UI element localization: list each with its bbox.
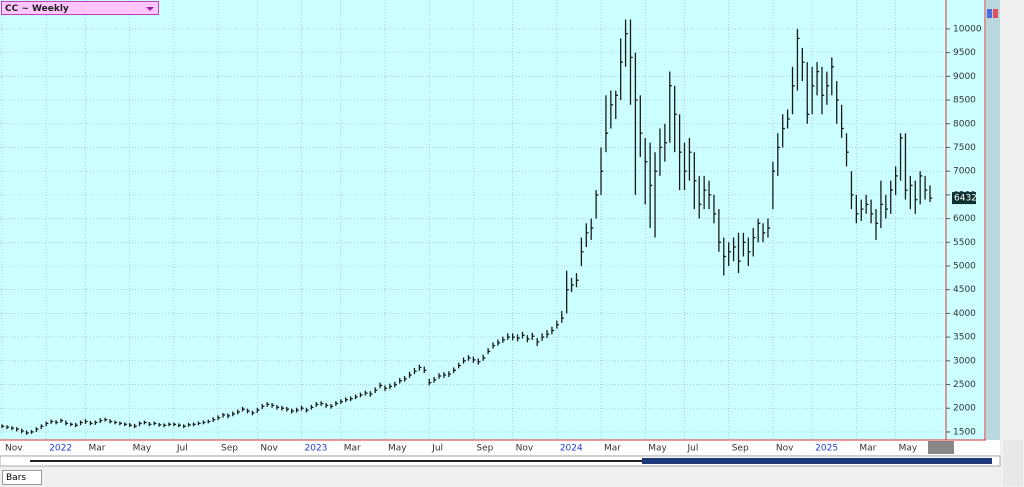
x-tick-label: Nov: [5, 444, 23, 454]
y-tick-label: 3500: [953, 333, 976, 343]
x-tick-label: Sep: [221, 444, 238, 454]
y-tick-label: 4000: [953, 309, 976, 319]
x-tick-label: 2023: [305, 444, 328, 454]
y-tick-label: 7000: [953, 167, 976, 177]
x-tick-label: Jul: [686, 444, 698, 454]
y-tick-label: 2000: [953, 404, 976, 414]
y-tick-label: 8000: [953, 119, 976, 129]
y-tick-label: 5500: [953, 238, 976, 248]
y-tick-label: 9500: [953, 48, 976, 58]
y-tick-label: 6000: [953, 214, 976, 224]
x-tick-label: Mar: [604, 444, 621, 454]
x-tick-label: May: [899, 444, 918, 454]
y-tick-label: 7500: [953, 143, 976, 153]
x-tick-label: Jul: [431, 444, 443, 454]
corner: [1003, 440, 1023, 486]
last-price-label: 6432: [954, 194, 977, 204]
bars-selector[interactable]: Bars: [2, 470, 42, 485]
y-tick-label: 4500: [953, 285, 976, 295]
y-tick-label: 1500: [953, 427, 976, 437]
x-tick-label: Mar: [88, 444, 105, 454]
x-tick-label: 2024: [560, 444, 583, 454]
x-tick-label: May: [648, 444, 667, 454]
y-tick-label: 2500: [953, 380, 976, 390]
x-tick-label: Sep: [476, 444, 493, 454]
x-tick-label: 2022: [49, 444, 72, 454]
x-tick-label: Nov: [776, 444, 794, 454]
y-tick-label: 5000: [953, 261, 976, 271]
side-strip: [986, 0, 1000, 440]
x-tick-label: Nov: [260, 444, 278, 454]
x-axis-band: [0, 440, 1000, 455]
y-tick-label: 10000: [953, 24, 982, 34]
x-tick-label: Mar: [859, 444, 876, 454]
y-tick-label: 3000: [953, 356, 976, 366]
x-tick-label: May: [388, 444, 407, 454]
x-tick-label: 2025: [815, 444, 838, 454]
x-tick-label: May: [133, 444, 152, 454]
sell-icon[interactable]: [993, 9, 998, 18]
x-tick-label: Mar: [344, 444, 361, 454]
x-tick-label: Sep: [732, 444, 749, 454]
last-price-box: [952, 192, 976, 205]
y-tick-label: 8500: [953, 96, 976, 106]
y-tick-label: 9000: [953, 72, 976, 82]
grid: [0, 0, 946, 440]
x-tick-label: Jul: [176, 444, 188, 454]
chart-title[interactable]: CC ~ Weekly: [1, 1, 159, 15]
scroll-thumb[interactable]: [642, 458, 992, 464]
plot-background: [0, 0, 986, 440]
date-marker: [928, 441, 954, 454]
x-tick-label: Nov: [516, 444, 534, 454]
buy-icon[interactable]: [987, 9, 992, 18]
